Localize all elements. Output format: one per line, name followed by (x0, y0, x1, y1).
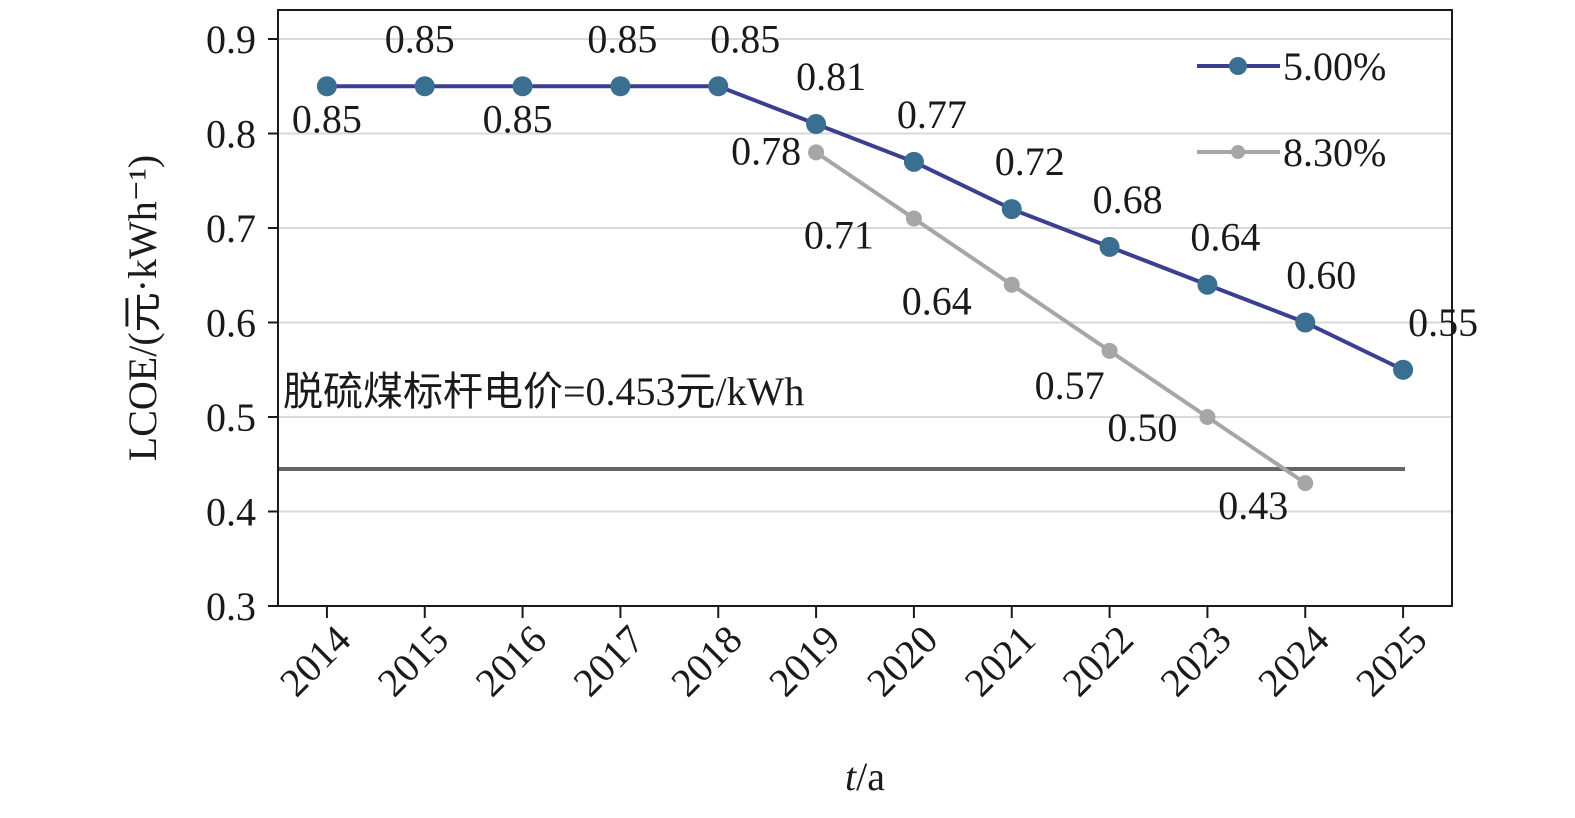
x-tick-label: 2022 (1054, 617, 1142, 705)
series-point-1 (1101, 342, 1118, 359)
data-label-0: 0.85 (710, 16, 780, 61)
series-point-0 (1197, 274, 1218, 295)
series-line-0 (326, 84, 1404, 372)
series-group (316, 76, 1414, 492)
data-label-1: 0.78 (731, 128, 801, 173)
data-label-1: 0.64 (902, 279, 972, 324)
data-label-1: 0.50 (1107, 405, 1177, 450)
y-tick-label: 0.5 (206, 395, 256, 440)
series-point-0 (316, 76, 337, 97)
legend-marker-1 (1231, 145, 1245, 159)
legend-marker-0 (1229, 57, 1247, 75)
x-tick-label: 2018 (662, 617, 750, 705)
grid-lines (278, 38, 1452, 513)
reference-line-label: 脱硫煤标杆电价=0.453元/kWh (283, 369, 804, 414)
series-point-0 (806, 114, 827, 135)
x-axis-label-italic: t (845, 754, 857, 799)
series-point-0 (708, 76, 729, 97)
data-label-0: 0.85 (587, 16, 657, 61)
series-point-1 (905, 210, 922, 227)
data-label-1: 0.71 (804, 213, 874, 258)
data-label-0: 0.68 (1093, 177, 1163, 222)
series-point-0 (414, 76, 435, 97)
reference-line-group: 脱硫煤标杆电价=0.453元/kWh (278, 369, 1405, 471)
data-label-1: 0.43 (1218, 483, 1288, 528)
series-point-0 (903, 151, 924, 172)
x-tick-label: 2016 (467, 617, 555, 705)
plot-frame (277, 9, 1453, 607)
data-label-0: 0.85 (292, 96, 362, 141)
data-label-0: 0.60 (1286, 253, 1356, 298)
data-label-0: 0.81 (796, 54, 866, 99)
legend-label-1: 8.30% (1283, 130, 1386, 175)
y-tick-label: 0.3 (206, 584, 256, 629)
x-axis-label-unit: /a (856, 754, 885, 799)
data-label-0: 0.77 (897, 92, 967, 137)
x-tick-label: 2020 (858, 617, 946, 705)
data-label-0: 0.72 (995, 139, 1065, 184)
x-tick-label: 2025 (1347, 617, 1435, 705)
y-tick-label: 0.6 (206, 301, 256, 346)
series-point-1 (808, 144, 825, 161)
series-point-1 (1003, 276, 1020, 293)
x-tick-label: 2017 (564, 617, 652, 705)
data-labels-group: 0.85 0.85 0.85 0.85 0.85 0.81 0.77 0.72 0.68 0.64… (292, 16, 1478, 528)
y-tick-label: 0.9 (206, 17, 256, 62)
data-label-0: 0.64 (1190, 215, 1260, 260)
data-label-0: 0.85 (385, 16, 455, 61)
series-point-0 (1099, 236, 1120, 257)
series-point-0 (610, 76, 631, 97)
series-point-0 (512, 76, 533, 97)
x-tick-label: 2023 (1151, 617, 1239, 705)
x-tick-label: 2015 (369, 617, 457, 705)
series-point-0 (1295, 312, 1316, 333)
series-point-0 (1001, 199, 1022, 220)
y-axis-label: LCOE/(元·kWh⁻¹) (120, 155, 165, 461)
series-line-1 (814, 150, 1307, 485)
x-tick-label: 2014 (271, 617, 359, 705)
legend: 5.00% 8.30% (1197, 44, 1386, 175)
x-tick-label: 2024 (1249, 617, 1337, 705)
series-point-1 (1199, 409, 1216, 425)
x-axis-label: t/a (845, 754, 885, 799)
data-label-1: 0.57 (1035, 363, 1105, 408)
series-point-0 (1393, 359, 1414, 380)
x-tick-label: 2021 (956, 617, 1044, 705)
y-tick-label: 0.8 (206, 112, 256, 157)
y-tick-label: 0.4 (206, 490, 256, 535)
legend-label-0: 5.00% (1283, 44, 1386, 89)
x-tick-label: 2019 (760, 617, 848, 705)
y-tick-label: 0.7 (206, 206, 256, 251)
data-label-0: 0.55 (1408, 300, 1478, 345)
series-point-1 (1297, 475, 1314, 492)
data-label-0: 0.85 (483, 96, 553, 141)
